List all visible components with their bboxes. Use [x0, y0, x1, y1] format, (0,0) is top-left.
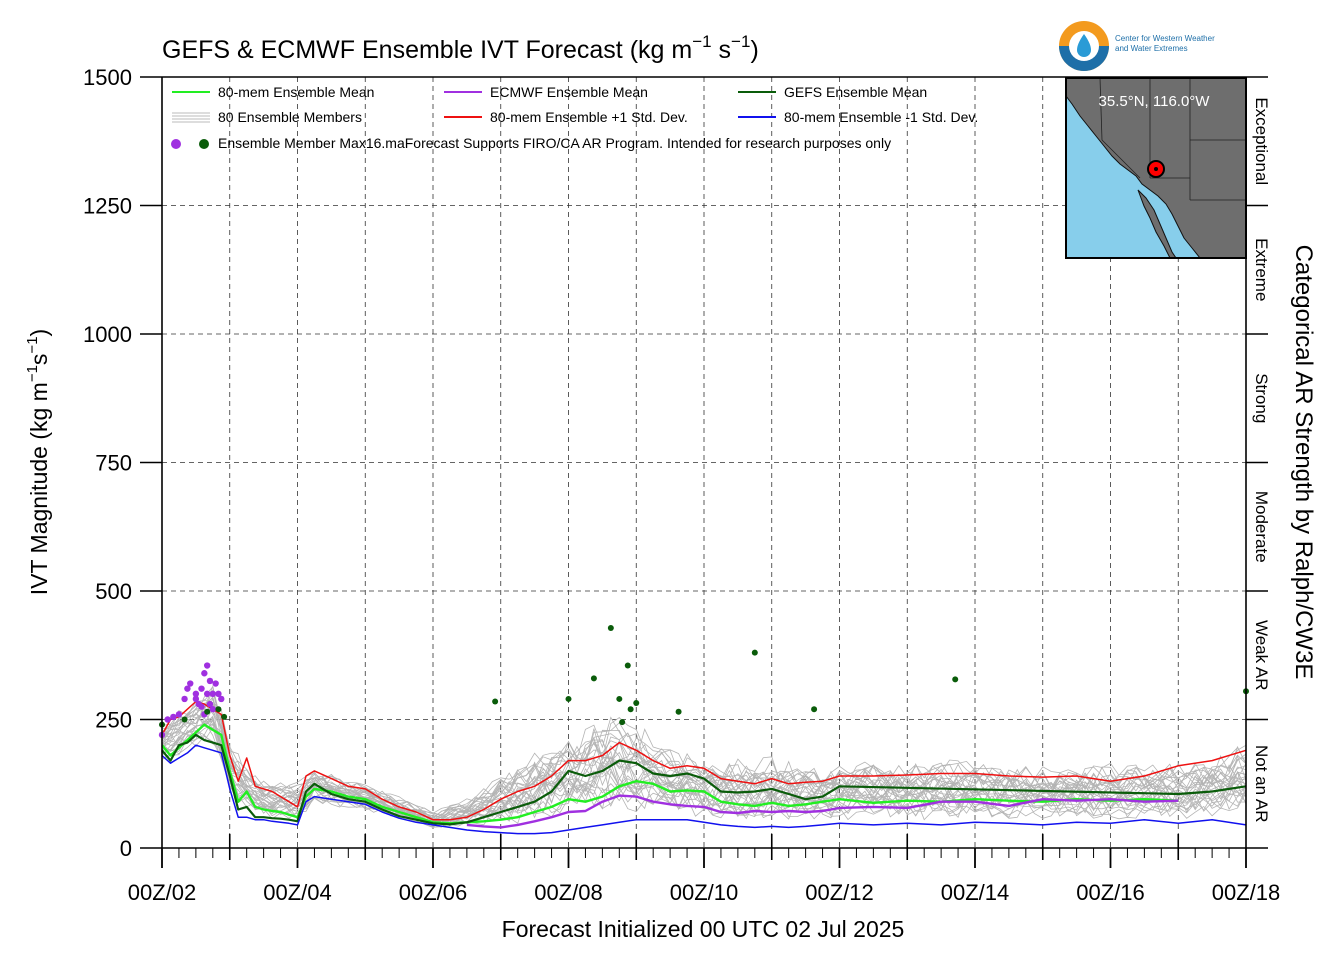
gefs-max-point [616, 695, 623, 702]
legend-label: ECMWF Ensemble Mean [490, 84, 648, 100]
x-tick-label: 00Z/06 [399, 880, 468, 905]
series-line [466, 794, 1179, 829]
y-tick-label: 1000 [83, 322, 132, 347]
series-line [161, 723, 1179, 825]
x-tick-label: 00Z/02 [128, 880, 197, 905]
ecmwf-max-point [181, 695, 188, 703]
ecmwf-max-point [212, 680, 219, 687]
ecmwf-max-point [198, 703, 205, 710]
series-line [161, 733, 1247, 826]
x-axis-label: Forecast Initialized 00 UTC 02 Jul 2025 [502, 916, 905, 942]
legend-label: 80-mem Ensemble -1 Std. Dev. [784, 109, 978, 125]
right-axis-label: Categorical AR Strength by Ralph/CW3E [1290, 245, 1317, 680]
gefs-max-point [633, 700, 640, 707]
gefs-max-point [624, 662, 631, 669]
legend-label: 80-mem Ensemble Mean [218, 84, 374, 100]
category-label: Exceptional [1252, 97, 1271, 185]
gefs-max-point [952, 676, 959, 683]
category-label: Extreme [1252, 238, 1271, 301]
y-tick-label: 0 [120, 836, 132, 861]
ecmwf-max-point [201, 670, 208, 677]
ensemble-member-line [161, 703, 1247, 822]
gefs-max-point [221, 713, 228, 720]
location-label: 35.5°N, 116.0°W [1099, 93, 1211, 110]
gefs-max-point [492, 698, 499, 705]
ecmwf-max-point [209, 706, 217, 713]
ecmwf-max-point [170, 713, 177, 721]
gefs-max-point [675, 708, 682, 715]
legend-swatch-members [172, 112, 210, 123]
series-lines [161, 700, 1247, 835]
gefs-max-point [215, 706, 222, 713]
location-map-inset: 35.5°N, 116.0°W [1065, 77, 1247, 259]
ecmwf-max-point [203, 662, 211, 669]
location-marker-dot [1154, 167, 1158, 171]
x-tick-label: 00Z/04 [263, 880, 332, 905]
ecmwf-max-point [175, 711, 183, 718]
gefs-max-point [590, 675, 597, 682]
ensemble-member-line [161, 689, 1247, 814]
y-tick-label: 250 [95, 708, 132, 733]
ecmwf-max-point [184, 685, 191, 692]
ensemble-member-line [161, 709, 1247, 822]
y-tick-label: 750 [95, 451, 132, 476]
legend-label: GEFS Ensemble Mean [784, 84, 927, 100]
x-tick-label: 00Z/18 [1212, 880, 1281, 905]
gefs-max-point [565, 695, 572, 702]
member-max-points [158, 625, 1249, 739]
series-line [161, 744, 1247, 835]
category-label: Moderate [1252, 491, 1271, 563]
gefs-max-point [751, 649, 758, 656]
gefs-max-point [204, 708, 211, 715]
ecmwf-max-point [192, 695, 200, 703]
category-label: Strong [1252, 373, 1271, 423]
gefs-max-point [627, 706, 634, 713]
y-tick-label: 1500 [83, 65, 132, 90]
ecmwf-max-point [206, 677, 214, 685]
ensemble-member-line [161, 685, 1247, 816]
x-tick-label: 00Z/12 [805, 880, 874, 905]
legend-label: 80-mem Ensemble +1 Std. Dev. [490, 109, 688, 125]
legend-max-label: Ensemble Member Max16.maForecast Support… [218, 135, 891, 151]
gefs-max-point [607, 625, 614, 632]
chart-title: GEFS & ECMWF Ensemble IVT Forecast (kg m… [162, 32, 759, 64]
logo-text-line-2: and Water Extremes [1115, 44, 1188, 53]
grid [162, 77, 1246, 848]
ensemble-member-line [161, 720, 1247, 827]
ensemble-member-line [161, 684, 1247, 820]
category-label: Weak AR [1252, 620, 1271, 691]
gefs-max-point [619, 719, 626, 726]
gefs-max-point [811, 706, 818, 713]
x-tick-label: 00Z/10 [670, 880, 739, 905]
water-drop-icon [1077, 34, 1091, 57]
cw3e-logo: Center for Western Weather and Water Ext… [1059, 21, 1215, 71]
ecmwf-max-point [164, 716, 171, 723]
legend-swatch-gefs-max [199, 139, 209, 149]
ecmwf-max-point [206, 700, 214, 708]
legend-label: 80 Ensemble Members [218, 109, 362, 125]
gefs-max-point [181, 716, 188, 723]
ecmwf-max-point [192, 690, 200, 697]
ensemble-member-line [161, 699, 1247, 819]
logo-text-line-1: Center for Western Weather [1115, 34, 1215, 43]
ecmwf-max-point [209, 690, 217, 697]
category-label: Not an AR [1252, 745, 1271, 823]
y-tick-label: 500 [95, 579, 132, 604]
ecmwf-max-point [198, 685, 205, 692]
map-frame [1065, 77, 1247, 259]
ecmwf-max-point [215, 690, 222, 697]
map-borders [1099, 77, 1246, 201]
y-axis-label: IVT Magnitude (kg m−1s−1) [24, 329, 52, 595]
x-tick-label: 00Z/16 [1076, 880, 1145, 905]
ecmwf-max-point [203, 690, 211, 697]
ecmwf-max-point [187, 680, 194, 687]
ecmwf-max-point [218, 695, 225, 703]
legend: 80-mem Ensemble Mean ECMWF Ensemble Mean… [171, 84, 978, 151]
legend-swatch-ecmwf-max [171, 139, 181, 149]
y-tick-label: 1250 [83, 194, 132, 219]
x-tick-label: 00Z/14 [941, 880, 1010, 905]
x-tick-label: 00Z/08 [534, 880, 603, 905]
series-line [161, 700, 1247, 821]
